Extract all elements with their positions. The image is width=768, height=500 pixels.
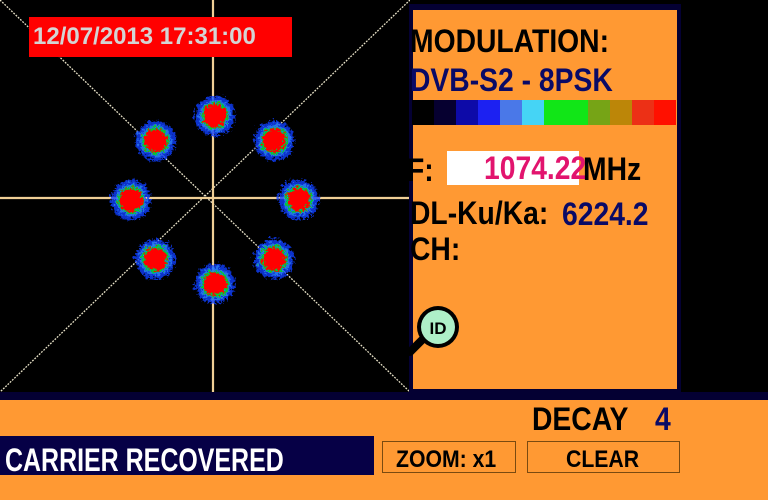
svg-text:ID: ID <box>430 319 447 338</box>
